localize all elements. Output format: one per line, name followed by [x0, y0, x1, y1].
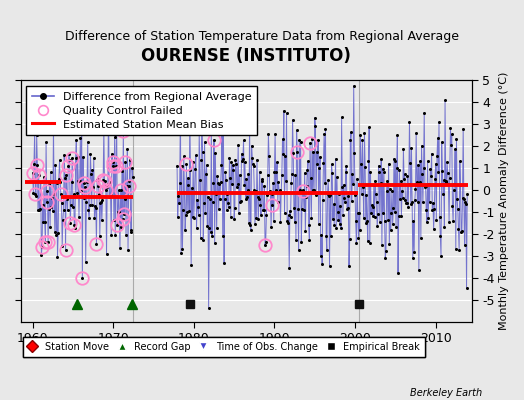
Text: Difference of Station Temperature Data from Regional Average: Difference of Station Temperature Data f… [65, 30, 459, 43]
Legend: Station Move, Record Gap, Time of Obs. Change, Empirical Break: Station Move, Record Gap, Time of Obs. C… [23, 337, 425, 356]
Text: Berkeley Earth: Berkeley Earth [410, 388, 482, 398]
Y-axis label: Monthly Temperature Anomaly Difference (°C): Monthly Temperature Anomaly Difference (… [499, 72, 509, 330]
Title: OURENSE (INSTITUTO): OURENSE (INSTITUTO) [141, 47, 351, 65]
